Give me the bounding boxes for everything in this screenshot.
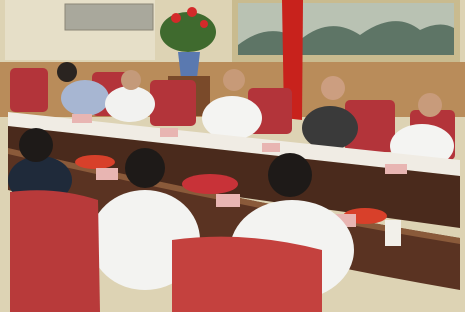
name-card: [160, 128, 178, 137]
name-card: [385, 164, 407, 174]
person-head: [321, 76, 345, 100]
person-shirt: [302, 106, 358, 150]
name-card: [96, 168, 118, 180]
page: Meeting photo {} html, body { margin: 0;…: [0, 0, 465, 312]
chair: [10, 190, 100, 312]
person-head: [125, 148, 165, 188]
person-shirt: [202, 96, 262, 140]
flower: [200, 20, 208, 28]
name-card: [72, 114, 92, 123]
chair: [10, 68, 48, 112]
chair: [150, 80, 196, 126]
flower: [171, 13, 181, 23]
person-head: [418, 93, 442, 117]
name-card: [216, 194, 240, 207]
name-card: [262, 143, 280, 152]
photo: [0, 0, 465, 312]
plant-leaves: [160, 12, 216, 52]
plant-pot: [178, 52, 200, 78]
person-shirt: [61, 80, 109, 116]
cup: [385, 220, 401, 246]
person-head: [57, 62, 77, 82]
flowers: [182, 174, 238, 194]
person-head: [121, 70, 141, 90]
person-head: [19, 128, 53, 162]
chair: [172, 237, 322, 312]
person-shirt: [105, 86, 155, 122]
body: [0, 0, 465, 312]
flower: [187, 7, 197, 17]
person-head: [223, 69, 245, 91]
person-head: [268, 153, 312, 197]
window-panel: [65, 4, 153, 30]
flowers: [75, 155, 115, 169]
